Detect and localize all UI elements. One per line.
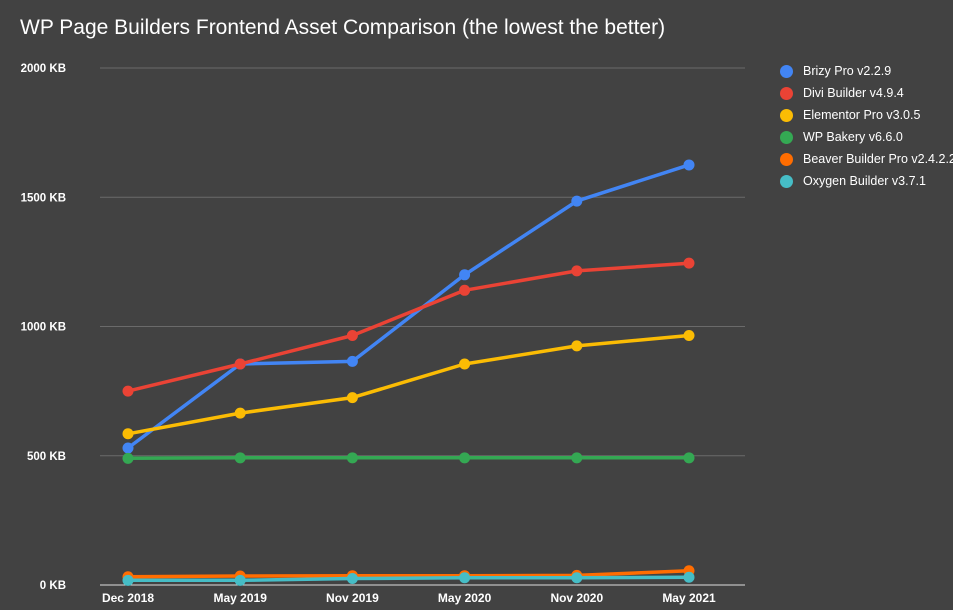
legend-label: Oxygen Builder v3.7.1 xyxy=(803,174,926,188)
legend-item[interactable]: Elementor Pro v3.0.5 xyxy=(780,104,953,126)
data-point xyxy=(571,572,583,584)
x-tick-label: May 2019 xyxy=(214,591,268,605)
series-line xyxy=(126,569,691,579)
y-tick-label: 500 KB xyxy=(27,451,66,463)
data-point xyxy=(459,269,471,281)
data-point xyxy=(234,574,246,586)
series-line xyxy=(126,456,691,461)
series-line xyxy=(126,575,691,583)
legend-label: Brizy Pro v2.2.9 xyxy=(803,64,892,78)
x-tick-label: May 2020 xyxy=(438,591,492,605)
x-axis-ticks: Dec 2018 May 2019 Nov 2019 May 2020 Nov 2020… xyxy=(102,591,716,605)
y-tick-label: 2000 KB xyxy=(21,63,66,75)
series-1 xyxy=(122,159,695,454)
series-line xyxy=(126,163,691,450)
y-axis-ticks: 0 KB 500 KB 1000 KB 1500 KB 2000 KB xyxy=(21,63,66,592)
data-point xyxy=(346,452,358,464)
legend-item[interactable]: Oxygen Builder v3.7.1 xyxy=(780,170,953,192)
data-point xyxy=(346,355,358,367)
data-point xyxy=(571,195,583,207)
data-point xyxy=(571,265,583,277)
data-point xyxy=(234,358,246,370)
data-point xyxy=(459,572,471,584)
data-point xyxy=(122,428,134,440)
chart-title: WP Page Builders Frontend Asset Comparis… xyxy=(20,16,666,39)
y-tick-label: 1500 KB xyxy=(21,192,66,204)
data-point xyxy=(459,452,471,464)
data-point xyxy=(346,573,358,585)
data-point xyxy=(683,257,695,269)
legend-label: Divi Builder v4.9.4 xyxy=(803,86,904,100)
x-tick-label: Nov 2019 xyxy=(326,591,379,605)
x-tick-label: May 2021 xyxy=(662,591,716,605)
legend-marker xyxy=(780,64,793,78)
series-2 xyxy=(122,257,695,397)
data-point xyxy=(683,330,695,342)
series-line xyxy=(126,333,691,436)
x-tick-label: Nov 2020 xyxy=(550,591,603,605)
x-tick-label: Dec 2018 xyxy=(102,591,154,605)
series-4 xyxy=(122,452,695,464)
data-point xyxy=(122,442,134,454)
data-point xyxy=(571,340,583,352)
data-point xyxy=(683,571,695,583)
data-point xyxy=(122,385,134,397)
legend-marker xyxy=(780,152,793,166)
data-point xyxy=(346,330,358,342)
series-6 xyxy=(122,571,695,586)
series-line xyxy=(126,261,691,393)
data-point xyxy=(459,284,471,296)
series-lines xyxy=(122,159,695,586)
legend-item[interactable]: Divi Builder v4.9.4 xyxy=(780,82,953,104)
legend-label: Elementor Pro v3.0.5 xyxy=(803,108,921,122)
data-point xyxy=(683,452,695,464)
legend-marker xyxy=(780,108,793,122)
legend: Brizy Pro v2.2.9 Divi Builder v4.9.4 Eleme… xyxy=(780,60,953,192)
data-point xyxy=(683,159,695,171)
gridlines xyxy=(100,67,745,586)
data-point xyxy=(234,407,246,419)
data-point xyxy=(122,452,134,464)
data-point xyxy=(234,452,246,464)
legend-label: WP Bakery v6.6.0 xyxy=(803,130,903,144)
legend-label: Beaver Builder Pro v2.4.2.2 xyxy=(803,152,953,166)
data-point xyxy=(571,452,583,464)
legend-marker xyxy=(780,130,793,144)
series-3 xyxy=(122,330,695,440)
legend-item[interactable]: Beaver Builder Pro v2.4.2.2 xyxy=(780,148,953,170)
y-tick-label: 0 KB xyxy=(40,580,66,592)
data-point xyxy=(122,574,134,586)
legend-marker xyxy=(780,86,793,100)
legend-marker xyxy=(780,174,793,188)
legend-item[interactable]: Brizy Pro v2.2.9 xyxy=(780,60,953,82)
data-point xyxy=(459,358,471,370)
y-tick-label: 1000 KB xyxy=(21,322,66,334)
data-point xyxy=(346,392,358,404)
legend-item[interactable]: WP Bakery v6.6.0 xyxy=(780,126,953,148)
